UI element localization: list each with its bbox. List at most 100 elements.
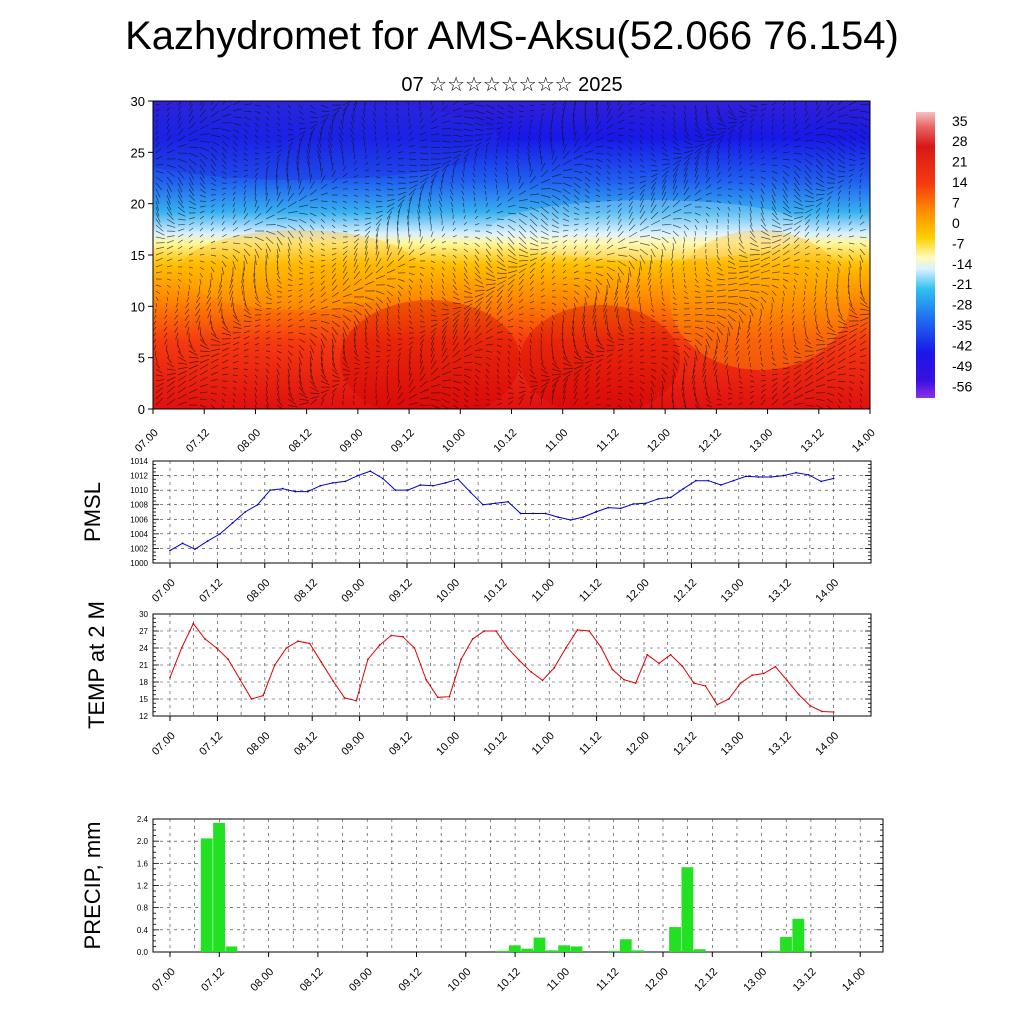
series-points (169, 470, 835, 552)
heatmap-x-tick-label: 10.12 (491, 427, 519, 455)
colorbar-label: 21 (952, 154, 968, 170)
data-point (294, 490, 297, 493)
data-point (231, 522, 234, 524)
data-point (343, 696, 346, 699)
x-tick-label: 09.12 (396, 966, 424, 994)
data-point (250, 698, 253, 700)
precip-bar (619, 939, 632, 952)
colorbar (916, 112, 935, 398)
data-point (367, 658, 369, 661)
data-point (483, 630, 486, 632)
precip-bar (780, 937, 792, 952)
x-tick-label: 12.00 (643, 966, 671, 994)
colorbar-label: -28 (952, 297, 972, 313)
precip-bar (496, 950, 509, 952)
data-point (786, 679, 788, 682)
x-tick-label: 14.00 (813, 577, 841, 605)
data-point (469, 491, 472, 494)
data-point (557, 516, 560, 518)
data-point (532, 512, 535, 515)
data-point (331, 481, 334, 484)
data-point (319, 484, 322, 487)
data-point (797, 693, 800, 696)
data-point (457, 478, 459, 481)
heatmap-x-tick-label: 10.00 (440, 427, 468, 455)
data-point (244, 511, 247, 513)
data-point (390, 634, 393, 637)
x-tick-label: 13.12 (766, 730, 794, 758)
data-point (588, 630, 591, 632)
x-tick-label: 09.12 (387, 577, 415, 605)
colorbar-label: -35 (952, 317, 972, 333)
data-point (169, 549, 171, 552)
plot-frame (152, 460, 872, 564)
heatmap-y-tick-label: 15 (131, 248, 145, 263)
data-point (599, 645, 602, 648)
x-tick-label: 08.00 (245, 730, 273, 758)
precip-bar (558, 945, 571, 952)
data-point (720, 484, 722, 486)
x-tick-label: 13.00 (741, 966, 769, 994)
minor-ticks (153, 613, 871, 717)
x-tick-label: 10.12 (482, 577, 510, 605)
data-point (694, 479, 697, 482)
data-point (727, 698, 730, 700)
data-point (632, 503, 635, 505)
x-tick-label: 10.00 (434, 577, 462, 605)
temperature-variations (153, 101, 850, 409)
y-tick-label: 30 (139, 610, 148, 619)
precip-bar (681, 867, 694, 952)
heatmap-x-tick-label: 12.00 (645, 427, 673, 455)
data-point (332, 679, 334, 682)
data-point (751, 674, 754, 677)
series-points (169, 622, 835, 713)
precip-bar (570, 946, 583, 952)
data-point (594, 511, 597, 513)
data-point (494, 502, 497, 505)
y-tick-label: 0.4 (137, 926, 149, 935)
data-point (308, 642, 311, 645)
data-point (807, 473, 810, 476)
colorbar-label: -21 (952, 276, 972, 292)
x-tick-label: 14.00 (813, 730, 841, 758)
temperature-blob (490, 200, 810, 260)
data-point (704, 685, 707, 687)
data-point (795, 471, 797, 474)
data-point (194, 548, 196, 551)
data-point (646, 653, 649, 656)
colorbar-label: 7 (952, 194, 960, 210)
heatmap-x-tick-label: 07.00 (133, 427, 161, 455)
x-tick-label: 10.12 (495, 966, 523, 994)
data-point (611, 668, 614, 671)
data-point (732, 479, 735, 482)
data-point (262, 694, 265, 697)
series-line (169, 622, 834, 713)
data-point (306, 490, 309, 493)
data-point (682, 487, 685, 490)
x-tick-label: 11.12 (577, 577, 604, 604)
colorbar-label: -7 (952, 235, 965, 251)
data-point (320, 661, 323, 664)
heatmap-x-tick-label: 11.12 (594, 427, 621, 454)
precip-bar (792, 918, 805, 952)
x-tick-label: 09.12 (387, 730, 415, 758)
y-tick-label: 21 (139, 661, 148, 670)
data-point (821, 710, 823, 713)
heatmap-x-tick-label: 09.12 (389, 427, 417, 455)
data-point (569, 519, 572, 521)
y-tick-label: 27 (139, 627, 148, 636)
precip-bar (693, 949, 706, 952)
precip-bar (508, 945, 521, 952)
precip-bar (669, 927, 681, 952)
data-point (425, 678, 428, 681)
x-tick-label: 11.00 (530, 577, 557, 604)
data-point (669, 496, 672, 499)
data-point (227, 658, 230, 661)
temperature-blob (670, 230, 850, 370)
x-tick-label: 07.12 (197, 730, 225, 758)
data-point (544, 512, 547, 515)
data-point (369, 470, 372, 473)
y-axis-label: PMSL (80, 482, 105, 542)
y-tick-label: 12 (139, 712, 148, 721)
